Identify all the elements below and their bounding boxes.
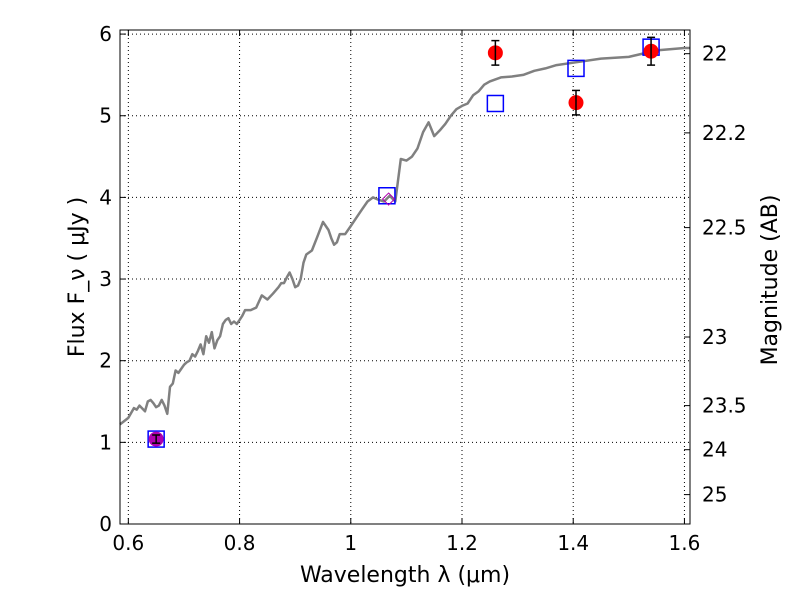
right-tick-label: 23 xyxy=(702,325,727,349)
x-axis-title: Wavelength λ (μm) xyxy=(300,563,510,588)
right-tick-label: 22 xyxy=(702,42,727,66)
y-tick-label: 6 xyxy=(99,22,112,46)
model-spectrum-line xyxy=(119,46,690,426)
x-tick-label: 0.6 xyxy=(112,531,144,555)
y-tick-label: 2 xyxy=(99,349,112,373)
model-band-square xyxy=(147,430,165,448)
model-curve xyxy=(119,46,690,426)
upper-limit-marker xyxy=(381,192,396,206)
y-tick-label: 3 xyxy=(99,267,112,291)
right-tick-label: 24 xyxy=(702,438,727,462)
plot-background xyxy=(120,30,690,524)
y-tick-label: 0 xyxy=(99,512,112,536)
x-tick-label: 1.2 xyxy=(446,531,478,555)
y-tick-label: 1 xyxy=(99,430,112,454)
right-tick-label: 25 xyxy=(702,483,727,507)
model-band-square xyxy=(567,59,585,78)
data-markers xyxy=(147,36,660,448)
axis-ticks: 0.6 0.8 1 1.2 1.4 1.601234562222.222.52323.52… xyxy=(99,22,746,555)
y-axis-right-title: Magnitude (AB) xyxy=(758,195,783,366)
x-tick-label: 1.4 xyxy=(557,531,589,555)
model-band-square xyxy=(486,94,505,113)
right-tick-label: 22.2 xyxy=(702,121,747,145)
y-axis-title: Flux F_ν ( μJy ) xyxy=(65,197,90,357)
right-tick-label: 22.5 xyxy=(702,216,747,240)
right-tick-label: 23.5 xyxy=(702,394,747,418)
x-tick-label: 0.8 xyxy=(224,531,256,555)
plot-frame xyxy=(119,29,691,525)
y-tick-label: 5 xyxy=(99,104,112,128)
x-tick-label: 1 xyxy=(344,531,357,555)
x-tick-label: 1.6 xyxy=(669,531,701,555)
y-tick-label: 4 xyxy=(99,185,112,209)
